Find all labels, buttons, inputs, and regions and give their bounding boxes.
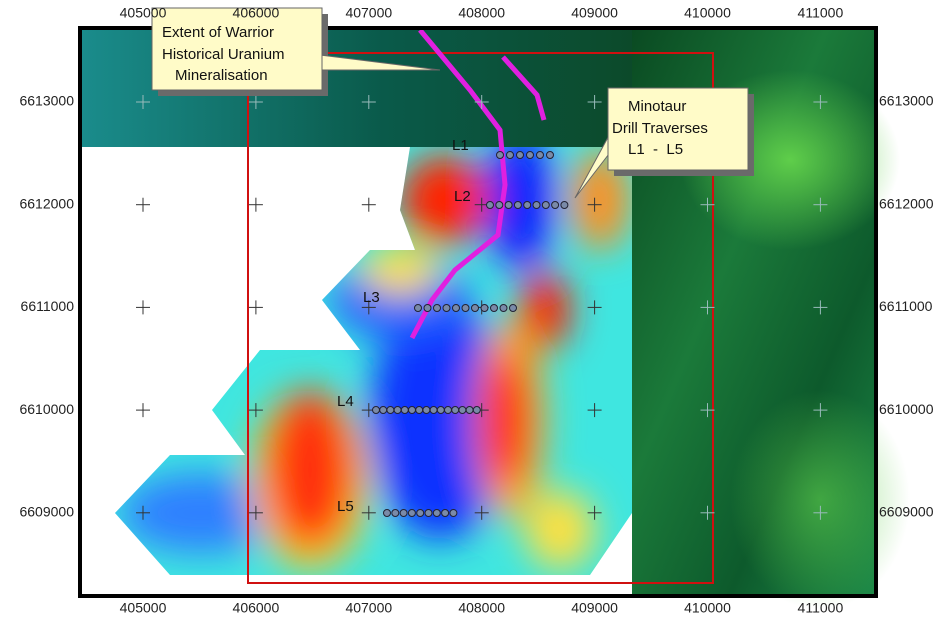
drill-hole bbox=[496, 202, 503, 209]
drill-hole bbox=[417, 510, 424, 517]
drill-hole bbox=[453, 305, 460, 312]
drill-hole bbox=[430, 407, 437, 414]
x-tick-label: 405000 bbox=[120, 600, 167, 616]
traverse-label: L3 bbox=[363, 289, 380, 306]
drill-hole bbox=[510, 305, 517, 312]
drill-hole bbox=[387, 407, 394, 414]
x-tick-label: 406000 bbox=[233, 5, 280, 21]
drill-hole bbox=[433, 510, 440, 517]
x-tick-label: 407000 bbox=[345, 5, 392, 21]
x-tick-label: 409000 bbox=[571, 600, 618, 616]
x-tick-label: 408000 bbox=[458, 600, 505, 616]
traverse-label: L5 bbox=[337, 498, 354, 515]
drill-hole bbox=[443, 305, 450, 312]
x-tick-label: 409000 bbox=[571, 5, 618, 21]
drill-hole bbox=[481, 305, 488, 312]
callout-text: Drill Traverses bbox=[612, 120, 708, 137]
x-tick-label: 407000 bbox=[345, 600, 392, 616]
drill-hole bbox=[400, 510, 407, 517]
x-tick-label: 410000 bbox=[684, 600, 731, 616]
x-tick-label: 408000 bbox=[458, 5, 505, 21]
y-tick-label: 6609000 bbox=[879, 504, 934, 520]
drill-hole bbox=[416, 407, 423, 414]
drill-hole bbox=[442, 510, 449, 517]
drill-hole bbox=[505, 202, 512, 209]
callout-text: Historical Uranium bbox=[162, 46, 285, 63]
drill-hole bbox=[491, 305, 498, 312]
drill-hole bbox=[542, 202, 549, 209]
y-tick-label: 6610000 bbox=[879, 401, 934, 417]
drill-hole bbox=[487, 202, 494, 209]
drill-hole bbox=[500, 305, 507, 312]
x-tick-label: 410000 bbox=[684, 5, 731, 21]
drill-hole bbox=[392, 510, 399, 517]
drill-hole bbox=[466, 407, 473, 414]
drill-hole bbox=[462, 305, 469, 312]
drill-hole bbox=[384, 510, 391, 517]
drill-hole bbox=[408, 510, 415, 517]
drill-hole bbox=[445, 407, 452, 414]
drill-hole bbox=[423, 407, 430, 414]
x-tick-label: 411000 bbox=[798, 5, 844, 21]
callout-text: Mineralisation bbox=[175, 67, 268, 84]
drill-hole bbox=[524, 202, 531, 209]
callout-text: L1 - L5 bbox=[628, 141, 683, 158]
x-tick-label: 406000 bbox=[233, 600, 280, 616]
drill-hole bbox=[394, 407, 401, 414]
drill-hole bbox=[537, 152, 544, 159]
y-tick-label: 6609000 bbox=[19, 504, 74, 520]
traverse-label: L4 bbox=[337, 393, 354, 410]
traverse-label: L1 bbox=[452, 137, 469, 154]
drill-hole bbox=[401, 407, 408, 414]
x-tick-label: 405000 bbox=[120, 5, 167, 21]
y-tick-label: 6611000 bbox=[879, 298, 933, 314]
drill-hole bbox=[497, 152, 504, 159]
drill-hole bbox=[380, 407, 387, 414]
drill-hole bbox=[514, 202, 521, 209]
drill-hole bbox=[547, 152, 554, 159]
drill-hole bbox=[459, 407, 466, 414]
page: {"map": { "x_ticks": [405000, 406000, 40… bbox=[0, 0, 946, 623]
drill-hole bbox=[424, 305, 431, 312]
drill-hole bbox=[450, 510, 457, 517]
drill-hole bbox=[517, 152, 524, 159]
drill-hole bbox=[434, 305, 441, 312]
callout-text: Minotaur bbox=[628, 98, 686, 115]
drill-hole bbox=[437, 407, 444, 414]
drill-hole bbox=[561, 202, 568, 209]
drill-hole bbox=[533, 202, 540, 209]
y-tick-label: 6612000 bbox=[19, 195, 74, 211]
drill-hole bbox=[507, 152, 514, 159]
y-tick-label: 6613000 bbox=[879, 93, 934, 109]
drill-hole bbox=[425, 510, 432, 517]
drill-hole bbox=[527, 152, 534, 159]
drill-hole bbox=[473, 407, 480, 414]
drill-hole bbox=[552, 202, 559, 209]
drill-hole bbox=[452, 407, 459, 414]
y-tick-label: 6610000 bbox=[19, 401, 74, 417]
map: L1 L2 L3 L4 L5 Extent of Warrior Historical Ur… bbox=[0, 0, 946, 623]
callout-text: Extent of Warrior bbox=[162, 24, 274, 41]
drill-hole bbox=[472, 305, 479, 312]
basemap-glow bbox=[730, 390, 910, 610]
y-tick-label: 6612000 bbox=[879, 195, 934, 211]
drill-hole bbox=[373, 407, 380, 414]
drill-hole bbox=[409, 407, 416, 414]
traverse-label: L2 bbox=[454, 188, 471, 205]
x-tick-label: 411000 bbox=[798, 600, 844, 616]
y-tick-label: 6613000 bbox=[19, 93, 74, 109]
y-tick-label: 6611000 bbox=[21, 298, 75, 314]
drill-hole bbox=[415, 305, 422, 312]
